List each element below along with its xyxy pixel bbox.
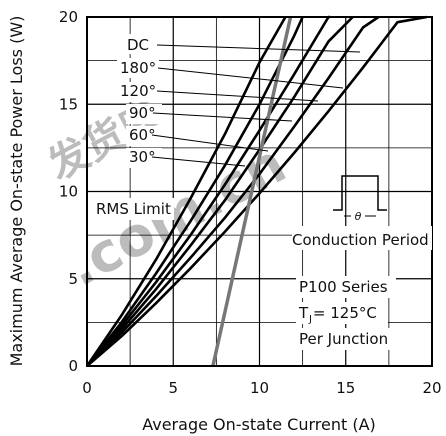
x-tick-label: 0: [82, 379, 92, 397]
theta-symbol: θ: [355, 210, 362, 223]
legend-label-120: 120°: [120, 82, 156, 100]
rms-limit-label-group: RMS Limit: [94, 198, 174, 220]
y-tick-label: 0: [68, 357, 78, 375]
series-line-2: [86, 15, 331, 367]
series-line-1: [85, 16, 304, 367]
device-annotations: P100 Series T = 125°C J Per Junction: [296, 276, 408, 350]
x-tick-label: 20: [422, 379, 441, 397]
conduction-period-inset: θ Conduction Period: [292, 175, 432, 250]
tj-subscript: J: [308, 314, 312, 325]
series-line-4: [86, 15, 380, 367]
x-tick-labels: 0 5 10 15 20: [82, 379, 441, 397]
junction-annotation: Per Junction: [299, 330, 388, 348]
curve-group: [85, 15, 428, 367]
leader-90: [152, 112, 293, 122]
series-line-3: [86, 16, 354, 367]
x-tick-label: 10: [250, 379, 269, 397]
leader-30: [151, 156, 246, 167]
x-axis-title: Average On-state Current (A): [142, 415, 376, 434]
x-tick-label: 5: [168, 379, 178, 397]
plot-frame: [86, 16, 433, 367]
leader-180: [157, 67, 344, 89]
rms-limit-group: [211, 16, 293, 367]
legend-label-dc: DC: [127, 36, 149, 54]
x-tick-label: 15: [336, 379, 355, 397]
conduction-period-label: Conduction Period: [292, 231, 429, 249]
series-annotation: P100 Series: [299, 278, 388, 296]
series-line-0: [85, 16, 287, 367]
legend-label-180: 180°: [120, 59, 156, 77]
legend-label-90: 90°: [129, 104, 156, 122]
y-tick-label: 5: [68, 270, 78, 288]
leader-120: [156, 90, 319, 102]
rms-limit-label: RMS Limit: [96, 200, 171, 218]
rms-limit-line: [211, 16, 293, 367]
legend-label-30: 30°: [129, 148, 156, 166]
leader-60: [151, 134, 269, 152]
y-tick-label: 15: [59, 95, 78, 113]
y-tick-label: 10: [59, 183, 78, 201]
y-axis-title: Maximum Average On-state Power Loss (W): [7, 16, 26, 367]
conduction-pulse-icon: [333, 175, 387, 211]
y-tick-labels: 0 5 10 15 20: [59, 8, 78, 375]
leader-dc: [156, 44, 361, 53]
tj-annotation: T = 125°C: [298, 304, 377, 322]
y-tick-label: 20: [59, 8, 78, 26]
legend-label-60: 60°: [129, 126, 156, 144]
series-line-5: [86, 15, 428, 367]
legend-labels: DC 180° 120° 90° 60° 30°: [117, 34, 361, 168]
